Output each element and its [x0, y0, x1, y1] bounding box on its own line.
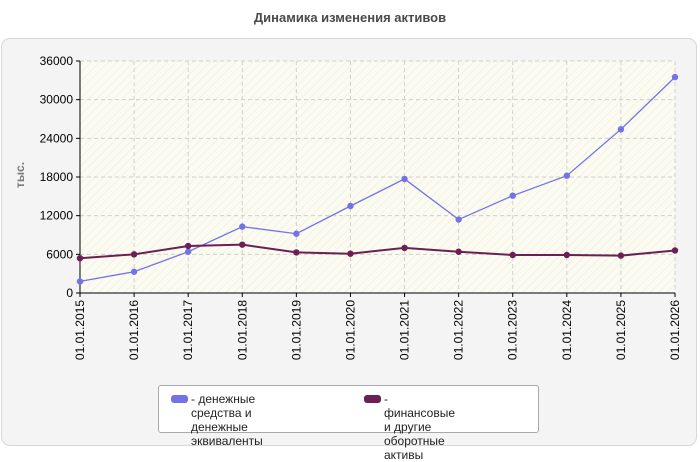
data-point	[401, 175, 408, 183]
data-point	[509, 251, 516, 259]
x-tick-label: 01.01.2019	[289, 300, 303, 360]
data-point	[293, 249, 300, 256]
data-point	[455, 216, 462, 223]
data-point	[347, 250, 354, 257]
y-tick-label: 0	[66, 286, 73, 300]
data-point	[617, 126, 625, 133]
data-point	[563, 172, 571, 179]
data-point	[184, 242, 192, 250]
x-tick-label: 01.01.2018	[235, 300, 249, 360]
data-point	[184, 248, 192, 255]
data-point	[347, 202, 354, 210]
data-point	[130, 251, 138, 258]
data-point	[563, 251, 571, 259]
series-line-0	[79, 76, 676, 283]
legend: - денежные средства и денежные эквивален…	[158, 385, 539, 462]
y-tick-label: 12000	[40, 209, 74, 223]
y-tick-label: 30000	[40, 93, 74, 107]
x-tick-label: 01.01.2026	[668, 300, 682, 360]
y-tick-label: 36000	[40, 54, 74, 68]
data-point	[671, 73, 679, 81]
data-point	[401, 244, 408, 252]
series-0	[76, 73, 679, 285]
legend-swatch-cash	[171, 395, 188, 403]
x-tick-label: 01.01.2015	[73, 300, 87, 360]
x-tick-label: 01.01.2017	[181, 300, 195, 360]
data-point	[76, 278, 84, 285]
x-tick-label: 01.01.2022	[452, 300, 466, 360]
data-point	[239, 223, 246, 230]
line-chart: 0 6000 12000 18000 24000 30000 36000 01.01.2015…	[13, 54, 682, 360]
data-point	[293, 230, 300, 237]
legend-label-financial: - финансовые и другие оборотные активы	[384, 392, 455, 462]
y-tick-label: 24000	[40, 131, 74, 145]
series-line-1	[79, 243, 676, 260]
data-point	[671, 247, 679, 254]
data-point	[509, 192, 516, 199]
y-tick-label: 18000	[40, 170, 74, 184]
data-point	[130, 268, 138, 275]
x-tick-label: 01.01.2025	[614, 300, 628, 360]
x-tick-label: 01.01.2020	[343, 300, 357, 360]
chart-title: Динамика изменения активов	[253, 10, 447, 25]
x-tick-label: 01.01.2023	[506, 300, 520, 360]
series-1	[76, 241, 679, 262]
x-tick-label: 01.01.2024	[560, 300, 574, 360]
data-point	[455, 248, 462, 255]
data-point	[239, 241, 246, 248]
x-tick-label: 01.01.2021	[398, 300, 412, 360]
data-point	[617, 252, 625, 259]
legend-swatch-financial	[364, 395, 381, 403]
y-axis-label: тыс.	[13, 162, 27, 188]
x-tick-label: 01.01.2016	[127, 300, 141, 360]
y-tick-label: 6000	[46, 247, 73, 261]
legend-label-cash: - денежные средства и денежные эквивален…	[191, 392, 263, 448]
data-point	[76, 255, 84, 262]
